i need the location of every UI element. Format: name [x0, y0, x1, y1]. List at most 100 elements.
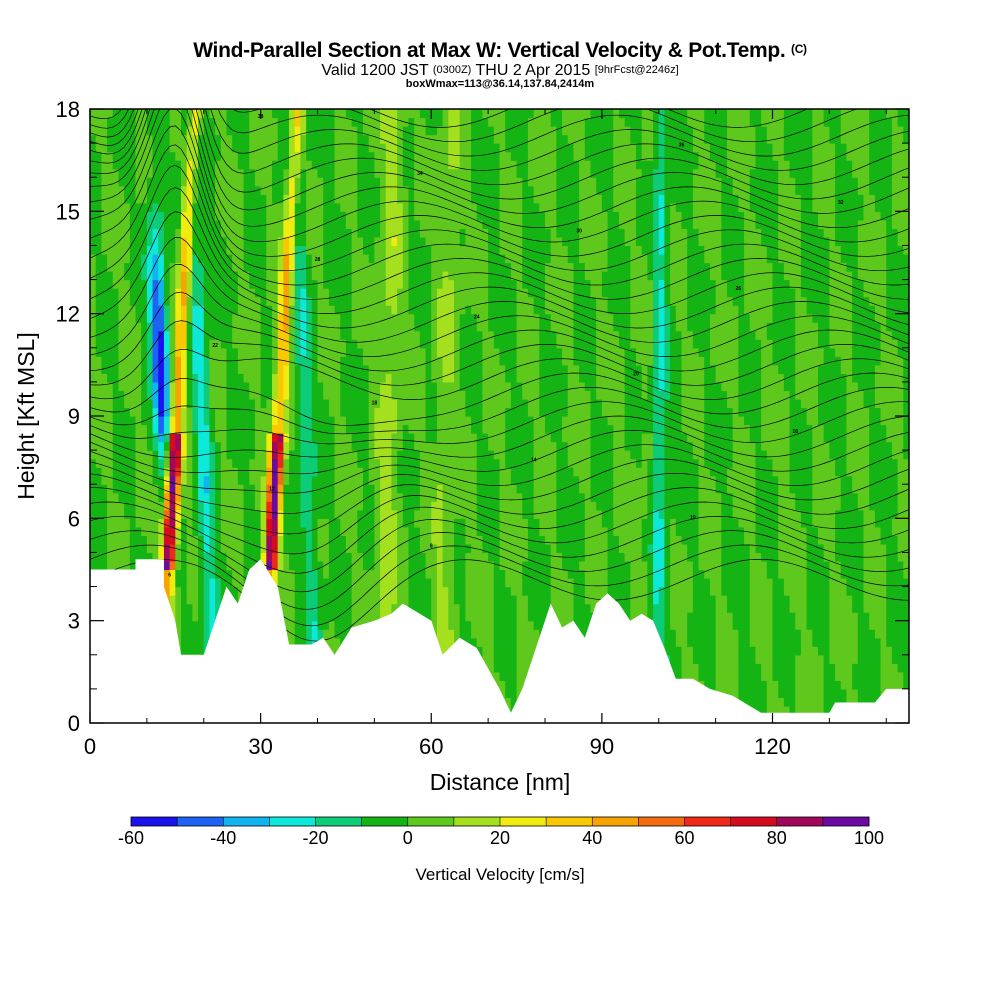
w-cell [243, 271, 250, 281]
w-cell [442, 305, 449, 315]
w-cell [107, 450, 114, 460]
w-cell [357, 390, 364, 400]
w-cell [436, 398, 444, 409]
w-cell [237, 364, 245, 374]
w-cell [249, 467, 256, 477]
w-cell [363, 509, 370, 519]
w-cell [380, 305, 387, 315]
w-cell [107, 202, 114, 212]
w-cell [266, 509, 273, 519]
w-cell [363, 484, 370, 494]
w-cell [345, 620, 353, 630]
w-cell [289, 390, 296, 400]
w-cell [141, 543, 148, 554]
w-cell [129, 322, 137, 332]
w-cell [431, 262, 438, 272]
w-cell [163, 313, 171, 323]
w-cell [169, 458, 176, 468]
w-cell [311, 126, 319, 136]
w-cell [294, 339, 302, 349]
w-cell [232, 194, 239, 204]
w-cell [209, 518, 216, 528]
w-cell [385, 535, 393, 545]
w-cell [431, 288, 438, 298]
w-cell [323, 236, 330, 247]
w-cell [363, 117, 370, 127]
w-cell [357, 194, 364, 204]
w-cell [454, 603, 461, 613]
w-cell [402, 339, 410, 349]
w-cell [129, 347, 137, 357]
w-cell [107, 518, 114, 528]
chart-title: Wind-Parallel Section at Max W: Vertical… [193, 39, 807, 62]
w-cell [266, 109, 273, 119]
w-cell [135, 236, 142, 247]
w-cell [141, 450, 148, 460]
w-cell [436, 492, 444, 502]
w-cell [181, 543, 188, 554]
w-cell [158, 441, 165, 451]
w-cell [391, 356, 398, 366]
w-cell [146, 424, 154, 434]
w-cell [289, 219, 296, 229]
w-cell [380, 484, 387, 494]
w-cell [203, 620, 211, 630]
w-cell [436, 177, 444, 187]
w-cell [266, 458, 273, 468]
w-cell [323, 578, 330, 588]
w-cell [414, 117, 421, 127]
w-cell [294, 518, 302, 528]
w-cell [391, 416, 398, 426]
w-cell [408, 424, 415, 434]
w-cell [357, 253, 364, 264]
w-cell [374, 560, 381, 571]
w-cell [380, 501, 387, 511]
w-cell [158, 262, 165, 272]
w-cell [425, 450, 432, 460]
w-cell [317, 424, 324, 434]
w-cell [272, 416, 279, 426]
w-cell [124, 117, 131, 127]
w-cell [419, 518, 427, 528]
w-cell [146, 160, 154, 170]
w-cell [448, 595, 455, 605]
w-cell [283, 518, 290, 528]
w-cell [90, 305, 97, 315]
w-cell [357, 151, 364, 161]
w-cell [459, 484, 466, 494]
w-cell [391, 322, 398, 332]
w-cell [328, 467, 336, 477]
w-cell [175, 305, 182, 315]
w-cell [175, 271, 182, 281]
w-cell [317, 288, 324, 298]
w-cell [459, 578, 466, 588]
w-cell [374, 518, 381, 528]
w-cell [385, 381, 393, 392]
w-cell [226, 185, 233, 195]
w-cell [135, 253, 142, 264]
w-cell [175, 586, 182, 596]
w-cell [169, 219, 176, 229]
w-cell [459, 202, 466, 212]
w-cell [254, 126, 262, 136]
w-cell [186, 364, 193, 374]
w-cell [163, 381, 171, 392]
w-cell [465, 416, 472, 426]
w-cell [482, 629, 489, 639]
w-cell [283, 441, 290, 451]
w-cell [454, 475, 461, 485]
w-cell [158, 151, 165, 161]
w-cell [476, 492, 484, 502]
w-cell [345, 492, 353, 502]
w-cell [163, 509, 171, 519]
w-cell [476, 603, 484, 613]
w-cell [431, 168, 438, 178]
w-cell [328, 560, 336, 571]
w-cell [374, 475, 381, 485]
w-cell [209, 492, 216, 502]
w-cell [260, 373, 267, 383]
w-cell [181, 364, 188, 374]
w-cell [146, 219, 154, 229]
w-cell [175, 543, 182, 554]
w-cell [124, 185, 131, 195]
